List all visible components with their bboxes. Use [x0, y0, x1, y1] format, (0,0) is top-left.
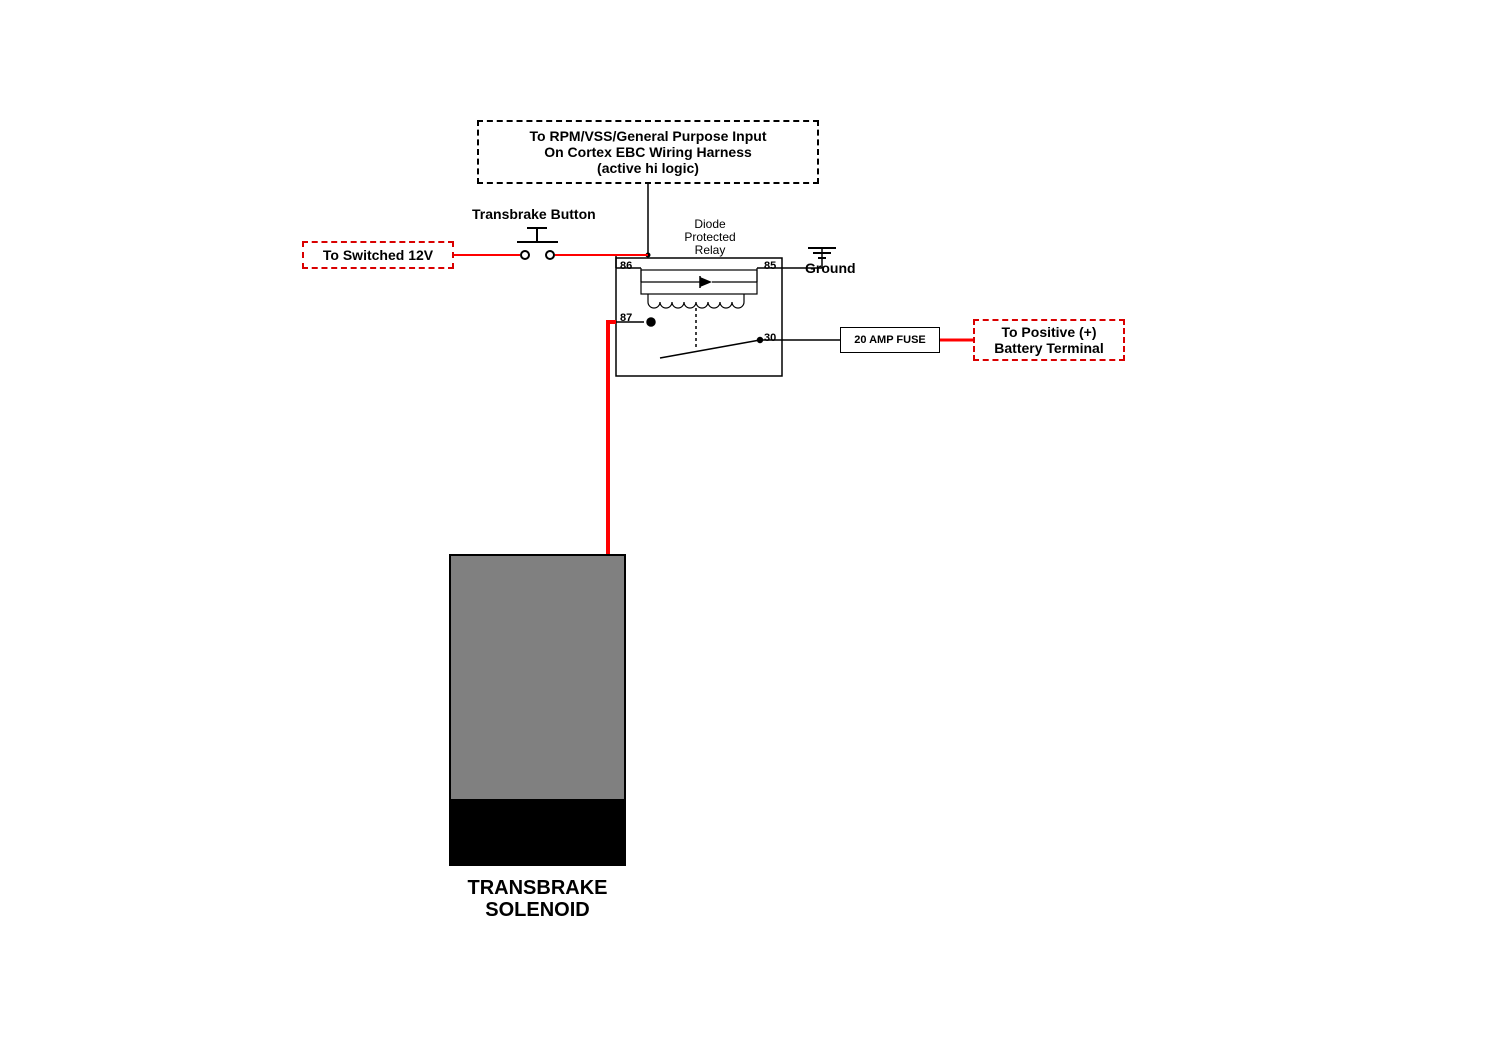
ground-label: Ground	[805, 260, 856, 276]
rpm-line1: To RPM/VSS/General Purpose Input	[530, 128, 767, 144]
transbrake-button-symbol	[517, 228, 558, 259]
pin-87: 87	[620, 312, 632, 324]
switched-12v-text: To Switched 12V	[323, 247, 433, 263]
switched-12v-box: To Switched 12V	[302, 241, 454, 269]
relay-coil	[648, 294, 744, 308]
pin-30: 30	[764, 332, 776, 344]
fuse-box: 20 AMP FUSE	[840, 327, 940, 353]
rpm-input-box: To RPM/VSS/General Purpose Input On Cort…	[477, 120, 819, 184]
rpm-line3: (active hi logic)	[530, 160, 767, 176]
battery-box: To Positive (+) Battery Terminal	[973, 319, 1125, 361]
wire-87-to-solenoid	[608, 322, 616, 555]
relay-switch	[616, 308, 782, 358]
rpm-line2: On Cortex EBC Wiring Harness	[530, 144, 767, 160]
transbrake-button-label: Transbrake Button	[472, 206, 596, 222]
solenoid-label: TRANSBRAKE SOLENOID	[445, 877, 630, 921]
fuse-text: 20 AMP FUSE	[854, 334, 926, 346]
relay-diode	[641, 270, 757, 294]
solenoid-body	[450, 555, 625, 865]
pin-85: 85	[764, 260, 776, 272]
relay-label: Diode Protected Relay	[680, 218, 740, 258]
pin-86: 86	[620, 260, 632, 272]
battery-line1: To Positive (+)	[994, 324, 1103, 340]
battery-line2: Battery Terminal	[994, 340, 1103, 356]
